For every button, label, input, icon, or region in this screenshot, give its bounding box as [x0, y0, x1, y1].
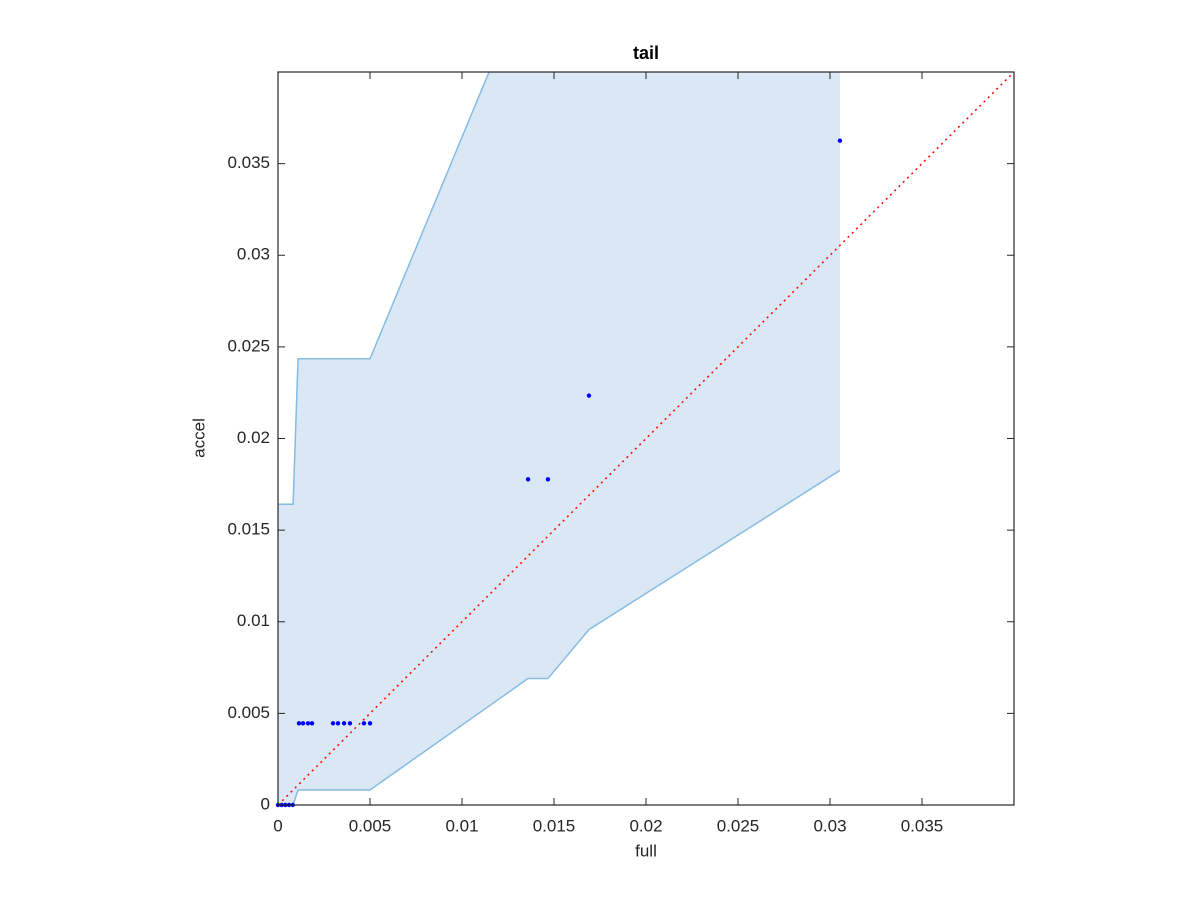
point	[525, 477, 531, 482]
y-tick-label: 0.025	[227, 336, 270, 355]
point	[341, 721, 347, 726]
confidence-band	[278, 72, 840, 805]
point	[330, 721, 336, 726]
x-tick-label: 0	[273, 816, 282, 835]
x-tick-label: 0.015	[533, 816, 576, 835]
x-tick-label: 0.01	[445, 816, 478, 835]
point	[347, 721, 353, 726]
chart-title: tail	[633, 43, 659, 63]
y-tick-label: 0.005	[227, 703, 270, 722]
point	[361, 721, 367, 726]
y-tick-label: 0	[261, 794, 270, 813]
x-tick-label: 0.005	[349, 816, 392, 835]
point	[296, 721, 302, 726]
y-tick-label: 0.01	[237, 611, 270, 630]
x-tick-label: 0.025	[717, 816, 760, 835]
y-axis-label: accel	[189, 418, 208, 458]
point	[305, 721, 311, 726]
plot-area	[278, 72, 1014, 805]
point	[300, 721, 306, 726]
band-lower-edge	[278, 469, 841, 805]
point	[586, 393, 592, 398]
x-tick-label: 0.03	[813, 816, 846, 835]
y-tick-label: 0.035	[227, 153, 270, 172]
band-upper-edge	[278, 72, 490, 506]
y-tick-label: 0.015	[227, 520, 270, 539]
y-tick-label: 0.02	[237, 428, 270, 447]
x-axis-label: full	[635, 841, 657, 860]
point	[335, 721, 341, 726]
point	[309, 721, 315, 726]
x-tick-label: 0.02	[629, 816, 662, 835]
point	[837, 138, 843, 143]
point	[367, 721, 373, 726]
y-tick-label: 0.03	[237, 245, 270, 264]
point	[545, 477, 551, 482]
reference-line	[278, 72, 1014, 805]
x-tick-label: 0.035	[901, 816, 944, 835]
